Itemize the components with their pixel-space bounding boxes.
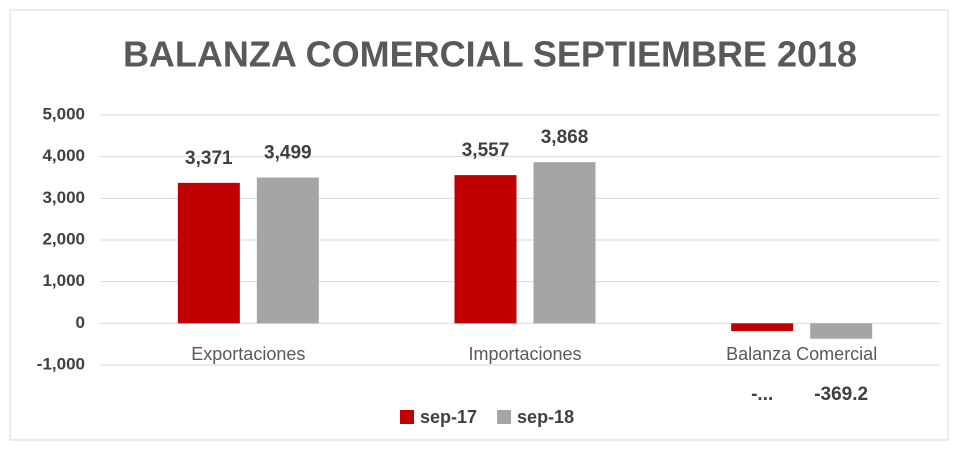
x-tick-label: Exportaciones	[191, 344, 305, 364]
bar	[256, 177, 319, 324]
data-label: 3,557	[462, 140, 510, 161]
y-tick-label: 5,000	[42, 104, 85, 123]
bar	[731, 323, 794, 332]
chart-title: BALANZA COMERCIAL SEPTIEMBRE 2018	[123, 34, 857, 75]
x-tick-label: Importaciones	[468, 344, 581, 364]
legend-swatch	[400, 410, 414, 424]
data-label: -...	[751, 384, 773, 405]
x-tick-label: Balanza Comercial	[726, 344, 877, 364]
legend-swatch	[497, 410, 512, 424]
y-tick-label: -1,000	[37, 354, 85, 373]
data-label: 3,371	[185, 148, 233, 169]
legend-label: sep-18	[517, 407, 574, 427]
data-label: 3,499	[264, 143, 312, 164]
y-tick-label: 4,000	[42, 146, 85, 165]
data-label: 3,868	[541, 127, 589, 148]
y-tick-label: 1,000	[42, 271, 85, 290]
bar	[454, 175, 517, 324]
y-tick-label: 0	[76, 313, 85, 332]
data-label: -369.2	[814, 384, 868, 405]
bar	[810, 323, 873, 339]
y-tick-label: 2,000	[42, 229, 85, 248]
bar	[177, 182, 240, 324]
y-tick-label: 3,000	[42, 188, 85, 207]
legend-label: sep-17	[420, 407, 477, 427]
bar	[533, 162, 596, 324]
